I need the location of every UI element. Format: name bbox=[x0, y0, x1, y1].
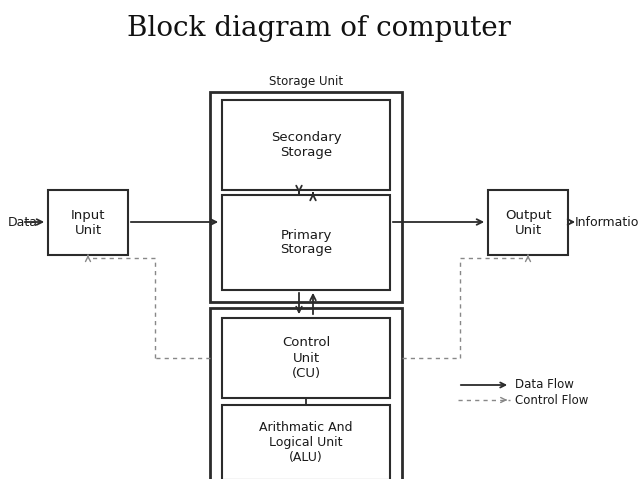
Text: Control
Unit
(CU): Control Unit (CU) bbox=[282, 337, 330, 379]
Bar bbox=[210, 92, 402, 302]
Text: Secondary
Storage: Secondary Storage bbox=[271, 131, 341, 159]
Text: Data Flow: Data Flow bbox=[515, 378, 574, 391]
Text: Block diagram of computer: Block diagram of computer bbox=[127, 14, 511, 42]
Text: Arithmatic And
Logical Unit
(ALU): Arithmatic And Logical Unit (ALU) bbox=[259, 421, 353, 464]
Bar bbox=[488, 190, 568, 255]
Text: Data: Data bbox=[8, 216, 38, 228]
Text: Input
Unit: Input Unit bbox=[71, 208, 105, 237]
Text: Storage Unit: Storage Unit bbox=[269, 75, 343, 88]
Text: Output
Unit: Output Unit bbox=[505, 208, 551, 237]
Text: Control Flow: Control Flow bbox=[515, 394, 588, 407]
Bar bbox=[222, 405, 390, 479]
Bar bbox=[222, 318, 390, 398]
Bar bbox=[222, 195, 390, 290]
Bar bbox=[210, 308, 402, 479]
Bar bbox=[222, 100, 390, 190]
Bar bbox=[48, 190, 128, 255]
Text: Information: Information bbox=[575, 216, 638, 228]
Text: Primary
Storage: Primary Storage bbox=[280, 228, 332, 256]
